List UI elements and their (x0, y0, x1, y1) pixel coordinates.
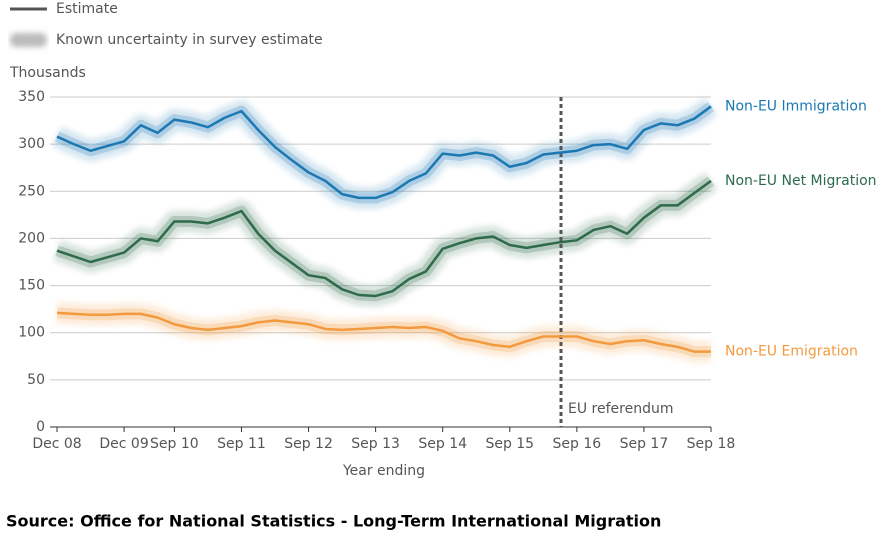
series-label: Non-EU Net Migration (725, 173, 877, 189)
series-label: Non-EU Emigration (725, 344, 858, 360)
legend-label: Estimate (56, 1, 118, 17)
x-tick-label: Sep 14 (418, 436, 467, 452)
x-tick-label: Sep 18 (687, 436, 736, 452)
series-line (56, 105, 712, 200)
x-tick-label: Sep 16 (553, 436, 602, 452)
series-line (56, 311, 711, 353)
x-tick-label: Sep 11 (217, 436, 266, 452)
y-tick-label: 300 (18, 136, 45, 152)
y-tick-label: 250 (18, 183, 45, 199)
x-tick-label: Dec 08 (32, 436, 81, 452)
series-label: Non-EU Immigration (725, 98, 867, 114)
legend-band (10, 33, 47, 47)
x-axis-label: Year ending (342, 463, 425, 479)
x-tick-label: Sep 13 (351, 436, 400, 452)
y-tick-label: 100 (18, 325, 45, 341)
y-tick-label: 150 (18, 278, 45, 294)
series-line (56, 179, 712, 298)
x-tick-label: Dec 09 (99, 436, 148, 452)
x-tick-label: Sep 17 (620, 436, 669, 452)
uncertainty-band (52, 97, 718, 209)
y-tick-label: 50 (27, 372, 45, 388)
y-tick-label: 350 (18, 89, 45, 105)
annotation: EU referendum (568, 401, 673, 417)
y-tick-label: 0 (36, 419, 45, 435)
legend-label: Known uncertainty in survey estimate (56, 32, 323, 48)
x-tick-label: Sep 15 (485, 436, 534, 452)
source: Source: Office for National Statistics -… (6, 512, 661, 531)
y-axis-label: Thousands (9, 65, 86, 81)
y-tick-label: 200 (18, 230, 45, 246)
x-tick-label: Sep 10 (150, 436, 199, 452)
x-tick-label: Sep 12 (284, 436, 333, 452)
